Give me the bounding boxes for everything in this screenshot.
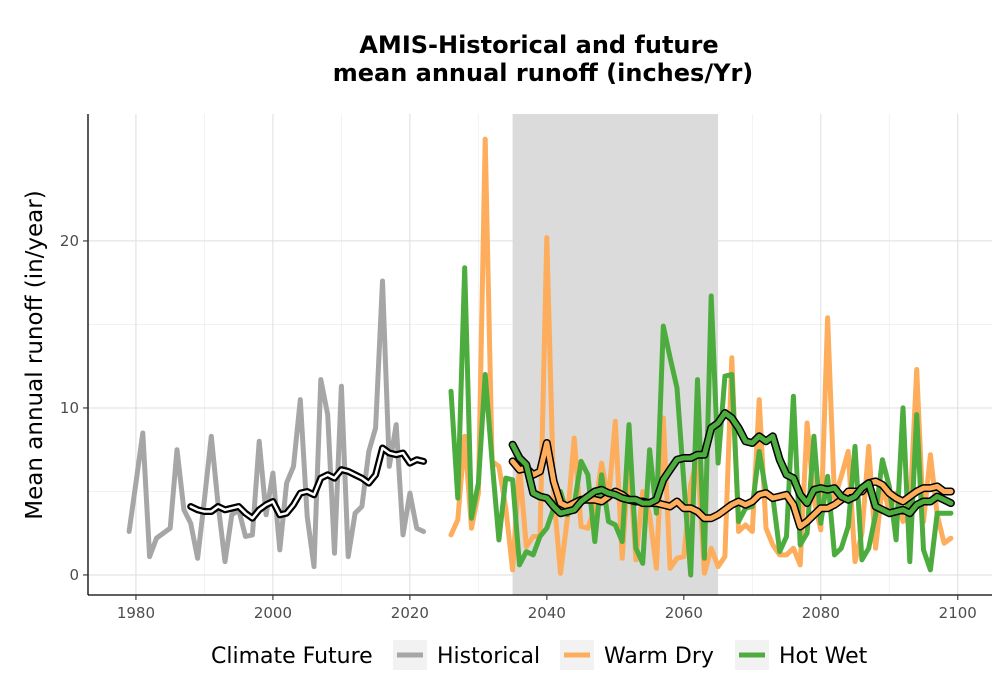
legend-entry-warm-dry: Warm Dry xyxy=(560,640,714,670)
x-tick-label: 1980 xyxy=(117,604,155,622)
legend-label: Hot Wet xyxy=(779,644,868,669)
legend-entry-historical: Historical xyxy=(393,640,540,670)
hot-wet-smooth-line xyxy=(510,410,954,516)
historical-series xyxy=(126,278,427,570)
legend: Climate Future Historical Warm Dry Hot Wet xyxy=(211,640,868,670)
hot-wet-smooth-series xyxy=(508,409,955,518)
x-tick-label: 2100 xyxy=(939,604,977,622)
x-tick-label: 2060 xyxy=(665,604,703,622)
chart-title: AMIS-Historical and future mean annual r… xyxy=(333,31,754,87)
y-axis-label: Mean annual runoff (in/year) xyxy=(22,190,48,519)
x-tick-label: 2020 xyxy=(391,604,429,622)
legend-entry-hot-wet: Hot Wet xyxy=(735,640,868,670)
chart-title-line2: mean annual runoff (inches/Yr) xyxy=(333,59,754,87)
series-lines xyxy=(126,136,955,578)
tick-labels: 1980 2000 2020 2040 2060 2080 2100 0 10 20 xyxy=(60,232,977,622)
axes xyxy=(83,114,992,600)
y-tick-label: 10 xyxy=(60,399,79,417)
chart-title-line1: AMIS-Historical and future xyxy=(359,31,718,59)
historical-smooth-series xyxy=(187,444,428,522)
legend-label: Warm Dry xyxy=(604,644,714,669)
legend-label: Historical xyxy=(437,644,540,669)
hot-wet-line xyxy=(448,265,954,578)
x-tick-label: 2080 xyxy=(802,604,840,622)
hot-wet-series xyxy=(448,265,954,578)
historical-line xyxy=(126,278,427,570)
x-tick-label: 2000 xyxy=(254,604,292,622)
y-tick-label: 20 xyxy=(60,232,79,250)
historical-smooth-line xyxy=(189,446,425,520)
x-tick-label: 2040 xyxy=(528,604,566,622)
legend-title: Climate Future xyxy=(211,644,373,669)
y-tick-label: 0 xyxy=(69,566,79,584)
